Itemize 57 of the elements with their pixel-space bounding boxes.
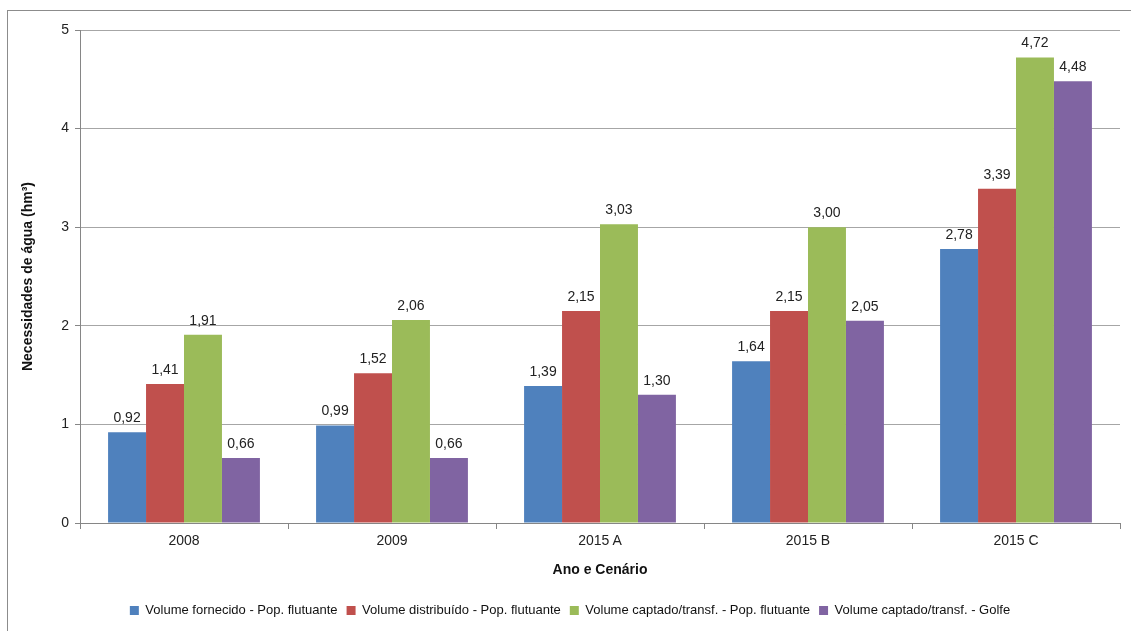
data-label: 3,03 [605, 201, 633, 218]
legend-label: Volume fornecido - Pop. flutuante [145, 602, 338, 618]
y-tick-label: 3 [61, 218, 70, 235]
y-tick-label: 5 [61, 20, 70, 37]
bar [845, 320, 884, 523]
bar [354, 373, 392, 523]
data-label: 3,00 [813, 204, 841, 221]
data-label: 2,05 [851, 297, 879, 314]
bar [600, 224, 638, 523]
data-label: 1,30 [643, 371, 671, 388]
legend-label: Volume captado/transf. - Golfe [834, 602, 1011, 618]
bar [221, 457, 260, 523]
x-tick-label: 2015 A [578, 532, 623, 549]
data-label: 1,41 [151, 360, 179, 377]
data-label: 1,39 [529, 362, 557, 379]
bar [392, 319, 430, 523]
x-axis-title: Ano e Cenário [552, 561, 648, 578]
data-label: 1,91 [189, 311, 217, 328]
x-tick-label: 2009 [376, 532, 408, 549]
data-label: 1,64 [737, 338, 765, 355]
bar [1016, 57, 1054, 523]
bar [978, 188, 1016, 523]
y-tick-label: 1 [61, 415, 70, 432]
bar [524, 385, 563, 523]
data-label: 4,48 [1059, 58, 1087, 75]
data-label: 0,99 [321, 402, 349, 419]
data-label: 3,39 [983, 165, 1011, 182]
x-tick-label: 2015 C [993, 532, 1039, 549]
bar [770, 311, 808, 523]
bar [316, 425, 355, 523]
legend-label: Volume captado/transf. - Pop. flutuante [585, 602, 811, 618]
data-label: 2,06 [397, 296, 425, 313]
data-label: 2,15 [775, 287, 803, 304]
bar [732, 361, 771, 523]
legend-label: Volume distribuído - Pop. flutuante [362, 602, 561, 618]
bar [429, 457, 468, 523]
data-label: 2,78 [945, 225, 973, 242]
bar [108, 432, 147, 523]
bar [1053, 81, 1092, 523]
y-tick-label: 4 [61, 119, 70, 136]
y-tick-label: 0 [61, 513, 70, 530]
x-tick-label: 2008 [168, 532, 200, 549]
x-tick-label: 2015 B [785, 532, 831, 549]
bar [940, 248, 979, 523]
y-axis-title: Necessidades de água (hm³) [19, 181, 36, 372]
data-label: 0,92 [113, 409, 141, 426]
data-label: 2,15 [567, 287, 595, 304]
bar [184, 334, 222, 523]
data-label: 1,52 [359, 349, 387, 366]
bar [808, 227, 846, 523]
bar [562, 311, 600, 523]
bar [637, 394, 676, 523]
y-tick-label: 2 [61, 316, 70, 333]
bar [146, 383, 184, 523]
data-label: 0,66 [227, 434, 255, 451]
data-label: 4,72 [1021, 34, 1049, 51]
data-label: 0,66 [435, 434, 463, 451]
